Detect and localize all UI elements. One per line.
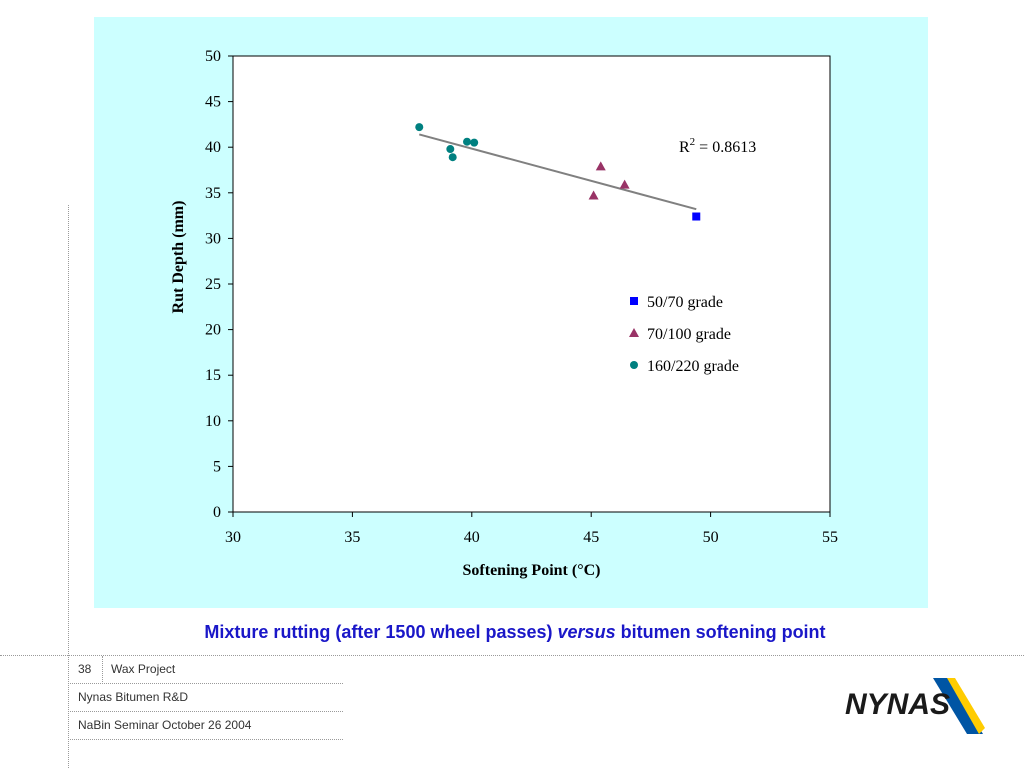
x-tick-label: 55: [822, 529, 838, 546]
caption-text-2: bitumen softening point: [615, 622, 826, 642]
data-point: [588, 190, 599, 200]
scatter-chart: 0 5 10 15 20 25 30 35 40 45 50 30 35 40 45 50 55 Softenin…: [170, 48, 838, 579]
legend-label: 70/100 grade: [647, 326, 731, 343]
plot-area: [232, 55, 831, 513]
logo-stripe-blue: [933, 678, 983, 734]
data-point: [619, 179, 630, 189]
chart-panel: 0 5 10 15 20 25 30 35 40 45 50 30 35 40 45 50 55 Softenin…: [94, 17, 928, 608]
nynas-logo: NYNAS: [845, 678, 985, 734]
project-name: Wax Project: [111, 662, 176, 676]
y-tick-label: 50: [205, 48, 221, 65]
data-point: [470, 138, 479, 147]
data-point: [692, 212, 701, 221]
x-tick-label: 50: [703, 529, 719, 546]
x-tick-label: 30: [225, 529, 241, 546]
r-squared-annotation: R2 = 0.8613: [679, 136, 756, 156]
y-tick-label: 45: [205, 94, 221, 111]
y-axis-title: Rut Depth (mm): [170, 201, 187, 314]
footer-divider-top: [0, 655, 1024, 656]
footer-divider-3: [68, 739, 343, 740]
x-axis-title: Softening Point (°C): [463, 562, 601, 579]
y-tick-label: 35: [205, 185, 221, 202]
legend-marker: [629, 328, 639, 337]
y-tick-label: 10: [205, 413, 221, 430]
y-tick-label: 0: [213, 504, 221, 521]
y-tick-label: 30: [205, 230, 221, 247]
data-point: [446, 145, 455, 154]
legend-label: 50/70 grade: [647, 294, 723, 311]
y-tick-label: 40: [205, 139, 221, 156]
legend-marker: [630, 361, 638, 369]
organization-name: Nynas Bitumen R&D: [78, 690, 189, 704]
y-tick-label: 25: [205, 276, 221, 293]
legend-marker: [630, 297, 638, 305]
x-tick-label: 45: [583, 529, 599, 546]
page-number: 38: [78, 662, 92, 676]
caption-text-versus: versus: [557, 622, 616, 642]
data-point: [463, 137, 472, 146]
chart-caption: Mixture rutting (after 1500 wheel passes…: [0, 622, 1024, 643]
caption-text-1: Mixture rutting (after 1500 wheel passes…: [204, 622, 558, 642]
y-tick-label: 15: [205, 367, 221, 384]
y-tick-label: 20: [205, 322, 221, 339]
logo-wordmark: NYNAS: [845, 688, 950, 721]
trendline: [419, 133, 697, 211]
footer-divider-2: [68, 711, 343, 712]
footer-divider-1: [68, 683, 343, 684]
logo-stripe-yellow: [947, 678, 985, 734]
data-point: [448, 153, 457, 162]
x-tick-label: 40: [464, 529, 480, 546]
data-point: [415, 123, 424, 132]
event-name: NaBin Seminar October 26 2004: [78, 718, 252, 732]
page-number-separator: [102, 656, 103, 682]
footer-vertical-divider: [68, 205, 69, 768]
y-tick-label: 5: [213, 458, 221, 475]
legend-label: 160/220 grade: [647, 358, 739, 375]
x-tick-label: 35: [344, 529, 360, 546]
data-point: [595, 161, 606, 171]
